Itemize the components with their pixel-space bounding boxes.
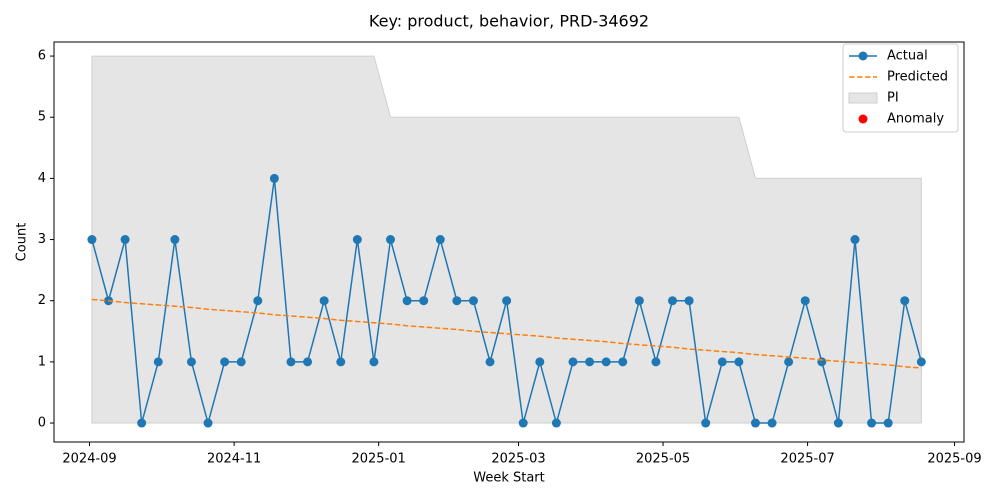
data-point [551, 418, 561, 428]
legend-box [842, 43, 959, 133]
data-point [867, 418, 877, 428]
data-point [568, 357, 578, 367]
y-tick-label: 4 [38, 171, 46, 186]
legend-marker [858, 51, 868, 61]
data-point [336, 357, 346, 367]
data-point [585, 357, 595, 367]
data-point [137, 418, 147, 428]
y-tick-label: 3 [38, 232, 46, 247]
data-point [784, 357, 794, 367]
data-point [369, 357, 379, 367]
data-point [170, 235, 180, 245]
data-point [618, 357, 628, 367]
x-tick-label: 2025-09 [927, 452, 981, 467]
legend-label: Predicted [887, 70, 948, 85]
y-tick-label: 5 [38, 110, 46, 125]
data-point [750, 418, 760, 428]
data-point [253, 296, 263, 306]
y-tick-label: 2 [38, 293, 46, 308]
data-point [419, 296, 429, 306]
data-point [236, 357, 246, 367]
series-line [91, 298, 922, 369]
data-point [800, 296, 810, 306]
data-point [535, 357, 545, 367]
y-axis-label: Count [15, 223, 30, 262]
legend-marker [858, 114, 868, 124]
data-point [220, 357, 230, 367]
data-point [634, 296, 644, 306]
y-tick-label: 6 [38, 49, 46, 64]
data-point [883, 418, 893, 428]
x-tick-label: 2024-09 [62, 452, 116, 467]
data-point [303, 357, 313, 367]
data-point [319, 296, 329, 306]
data-point [900, 296, 910, 306]
data-point [817, 357, 827, 367]
data-point [286, 357, 296, 367]
y-tick-label: 1 [38, 354, 46, 369]
data-point [153, 357, 163, 367]
data-point [435, 235, 445, 245]
chart-title: Key: product, behavior, PRD-34692 [369, 12, 649, 31]
x-tick-label: 2025-03 [491, 452, 545, 467]
data-point [701, 418, 711, 428]
x-axis-label: Week Start [473, 471, 545, 486]
data-point [120, 235, 130, 245]
data-point [916, 357, 926, 367]
data-point [684, 296, 694, 306]
x-tick-label: 2025-05 [636, 452, 690, 467]
data-point [269, 173, 279, 183]
data-point [850, 235, 860, 245]
data-point [651, 357, 661, 367]
data-point [734, 357, 744, 367]
data-point [601, 357, 611, 367]
x-tick-label: 2025-01 [351, 452, 405, 467]
legend-swatch [848, 92, 878, 104]
data-point [402, 296, 412, 306]
data-point [717, 357, 727, 367]
data-point [203, 418, 213, 428]
y-tick-label: 0 [38, 416, 46, 431]
data-point [502, 296, 512, 306]
data-point [386, 235, 396, 245]
legend-label: PI [887, 91, 899, 106]
legend-label: Actual [887, 49, 928, 64]
data-point [186, 357, 196, 367]
legend-label: Anomaly [887, 112, 944, 127]
data-point [767, 418, 777, 428]
data-point [668, 296, 678, 306]
data-point [352, 235, 362, 245]
data-point [468, 296, 478, 306]
x-tick-label: 2025-07 [780, 452, 834, 467]
x-tick-label: 2024-11 [207, 452, 261, 467]
data-point [452, 296, 462, 306]
data-point [87, 235, 97, 245]
prediction-interval [91, 55, 922, 424]
axes-frame [53, 41, 965, 443]
data-point [485, 357, 495, 367]
data-point [833, 418, 843, 428]
data-point [518, 418, 528, 428]
